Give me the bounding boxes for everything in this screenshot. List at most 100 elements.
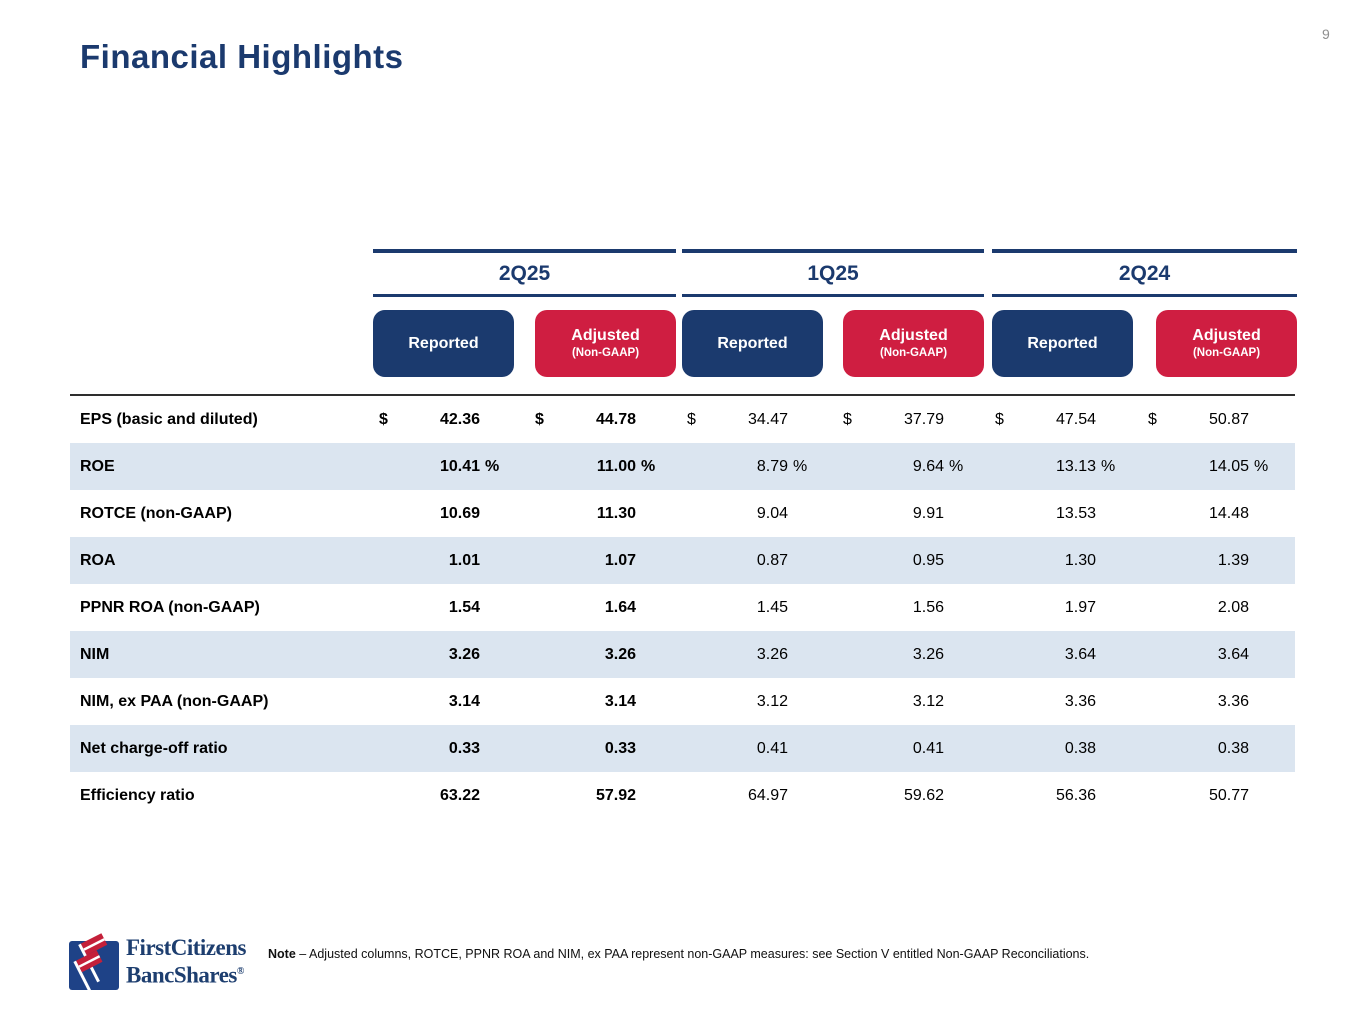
adjusted-header-pill: Adjusted (Non-GAAP): [535, 310, 676, 377]
percent-sign: [788, 396, 814, 443]
pill-label: Reported: [1027, 334, 1098, 352]
percent-sign: [944, 678, 970, 725]
note-label: Note: [268, 947, 296, 961]
metric-value: 2.08: [1217, 599, 1249, 616]
metric-value-cell: $42.36: [379, 396, 506, 443]
percent-sign: [480, 537, 506, 584]
metric-value-cell: 1.07: [535, 537, 662, 584]
metric-value-cell: 2.08: [1148, 584, 1275, 631]
pill-label: Reported: [717, 334, 788, 352]
dollar-sign: [995, 443, 1013, 490]
pill-label: Adjusted: [1192, 327, 1261, 344]
dollar-sign: [687, 537, 705, 584]
metric-value: 11.30: [596, 505, 636, 522]
row-label: Efficiency ratio: [80, 787, 195, 804]
metric-value: 56.36: [1055, 787, 1096, 804]
metric-value-cell: $34.47: [687, 396, 814, 443]
dollar-sign: [379, 584, 397, 631]
dollar-sign: [995, 678, 1013, 725]
registered-mark: ®: [236, 966, 244, 977]
table-row: Efficiency ratio 63.22 57.92 64.97 59.62 56.3…: [70, 772, 1295, 819]
metric-value: 3.12: [912, 693, 944, 710]
reported-header-pill: Reported: [682, 310, 823, 377]
metric-value: 0.38: [1217, 740, 1249, 757]
metric-value-cell: 1.30: [995, 537, 1122, 584]
percent-sign: [636, 678, 662, 725]
metric-value: 3.36: [1064, 693, 1096, 710]
logo-text: FirstCitizens BancShares®: [126, 936, 246, 988]
metric-value-cell: 9.91: [843, 490, 970, 537]
metric-value-cell: $37.79: [843, 396, 970, 443]
dollar-sign: [535, 678, 553, 725]
metric-value: 13.13: [1055, 458, 1096, 475]
metric-value-cell: 63.22: [379, 772, 506, 819]
percent-sign: %: [1254, 458, 1269, 475]
metric-value: 13.53: [1055, 505, 1096, 522]
table-row: NIM, ex PAA (non-GAAP) 3.14 3.14 3.12 3.12 3.…: [70, 678, 1295, 725]
dollar-sign: [843, 584, 861, 631]
metric-value: 34.47: [747, 411, 788, 428]
metric-value-cell: 3.26: [843, 631, 970, 678]
dollar-sign: [1148, 584, 1166, 631]
percent-sign: [1249, 584, 1275, 631]
financial-table: EPS (basic and diluted) $42.36 $44.78 $34.4…: [70, 394, 1295, 819]
percent-sign: %: [485, 458, 500, 475]
percent-sign: [480, 584, 506, 631]
note-text: – Adjusted columns, ROTCE, PPNR ROA and …: [299, 947, 1090, 961]
dollar-sign: [843, 725, 861, 772]
percent-sign: [1096, 678, 1122, 725]
adjusted-header-pill: Adjusted (Non-GAAP): [1156, 310, 1297, 377]
pill-label: Adjusted: [879, 327, 948, 344]
dollar-sign: [995, 725, 1013, 772]
pill-label: Reported: [408, 334, 479, 352]
metric-value: 1.45: [756, 599, 788, 616]
metric-value-cell: 3.26: [379, 631, 506, 678]
table-row: ROA 1.01 1.07 0.87 0.95 1.30 1.39: [70, 537, 1295, 584]
percent-sign: [944, 537, 970, 584]
metric-value-cell: 3.26: [535, 631, 662, 678]
firstcitizens-logo-icon: [69, 933, 119, 992]
dollar-sign: [379, 678, 397, 725]
metric-value: 3.26: [604, 646, 636, 663]
percent-sign: %: [949, 458, 964, 475]
table-row: NIM 3.26 3.26 3.26 3.26 3.64 3.64: [70, 631, 1295, 678]
percent-sign: [788, 584, 814, 631]
logo-line1: FirstCitizens: [126, 935, 246, 960]
percent-sign: [944, 725, 970, 772]
metric-value-cell: 3.14: [379, 678, 506, 725]
metric-value: 3.26: [448, 646, 480, 663]
metric-value: 57.92: [595, 787, 636, 804]
metric-value-cell: $44.78: [535, 396, 662, 443]
metric-value: 9.04: [756, 505, 788, 522]
percent-sign: [788, 725, 814, 772]
percent-sign: %: [793, 458, 808, 475]
metric-value: 10.41: [439, 458, 480, 475]
metric-value: 3.64: [1064, 646, 1096, 663]
percent-sign: [636, 772, 662, 819]
period-group-2q24: 2Q24 Reported Adjusted (Non-GAAP): [992, 249, 1297, 377]
metric-value: 9.64: [912, 458, 944, 475]
percent-sign: [1096, 537, 1122, 584]
dollar-sign: [535, 584, 553, 631]
metric-value: 0.87: [756, 552, 788, 569]
pill-sublabel: (Non-GAAP): [571, 347, 640, 359]
metric-value: 59.62: [903, 787, 944, 804]
metric-value: 9.91: [912, 505, 944, 522]
metric-value: 3.26: [756, 646, 788, 663]
dollar-sign: $: [535, 411, 544, 428]
percent-sign: [1096, 396, 1122, 443]
dollar-sign: [379, 490, 397, 537]
dollar-sign: [535, 537, 553, 584]
percent-sign: [1249, 725, 1275, 772]
dollar-sign: [995, 631, 1013, 678]
metric-value: 10.69: [439, 505, 480, 522]
table-row: PPNR ROA (non-GAAP) 1.54 1.64 1.45 1.56 1.97 2…: [70, 584, 1295, 631]
metric-value: 3.14: [604, 693, 636, 710]
percent-sign: [636, 490, 662, 537]
footnote: Note – Adjusted columns, ROTCE, PPNR ROA…: [268, 946, 1188, 962]
metric-value-cell: 9.04: [687, 490, 814, 537]
metric-value: 1.56: [912, 599, 944, 616]
page-number: 9: [1322, 26, 1330, 42]
percent-sign: [1249, 772, 1275, 819]
percent-sign: [1249, 490, 1275, 537]
